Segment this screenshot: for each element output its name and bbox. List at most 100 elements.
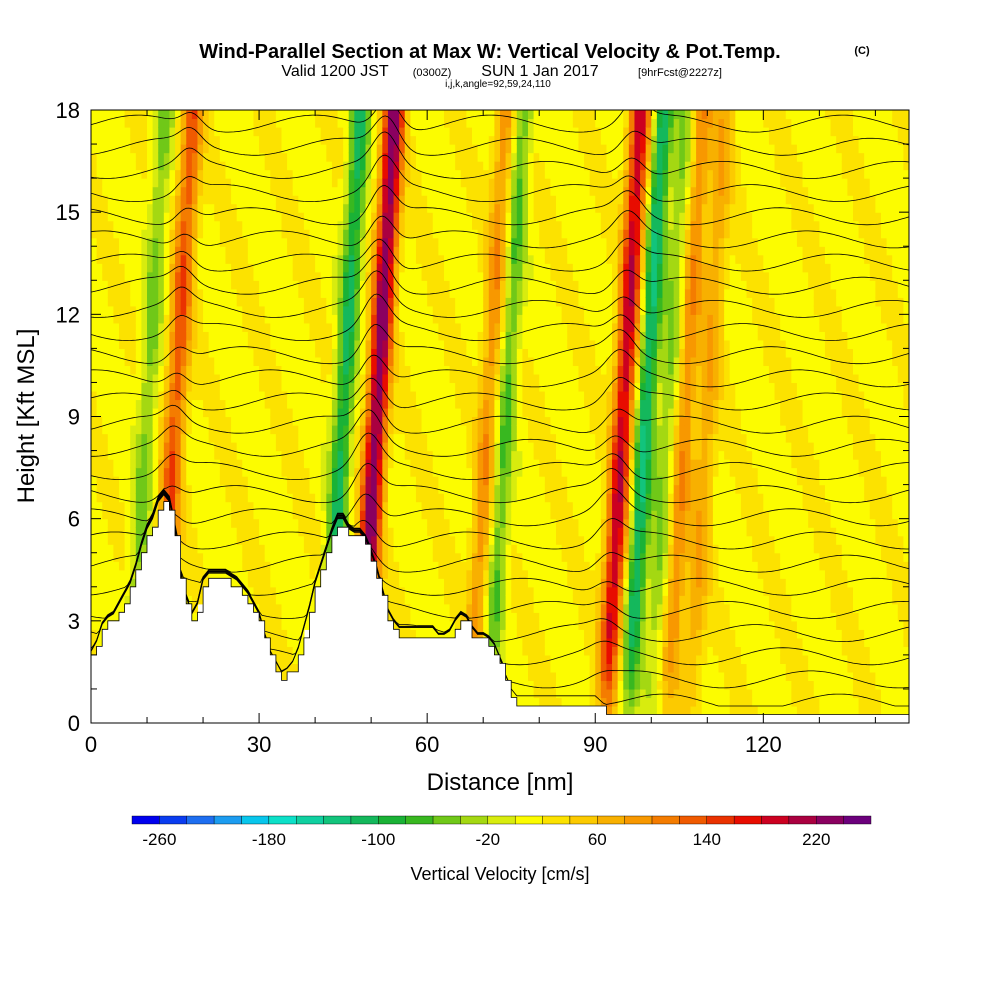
velocity-cell bbox=[102, 399, 109, 409]
velocity-cell bbox=[432, 603, 439, 613]
velocity-cell bbox=[505, 433, 512, 443]
velocity-cell bbox=[522, 135, 529, 145]
velocity-cell bbox=[315, 118, 322, 128]
velocity-cell bbox=[259, 118, 266, 128]
velocity-cell bbox=[443, 527, 451, 537]
velocity-cell bbox=[130, 544, 137, 554]
velocity-cell bbox=[432, 527, 439, 537]
velocity-cell bbox=[191, 365, 199, 375]
velocity-cell bbox=[298, 212, 305, 222]
velocity-cell bbox=[186, 339, 193, 349]
velocity-cell bbox=[331, 331, 339, 341]
velocity-cell bbox=[303, 203, 311, 213]
velocity-cell bbox=[175, 127, 182, 137]
velocity-cell bbox=[186, 373, 193, 384]
velocity-cell bbox=[415, 467, 423, 477]
velocity-cell bbox=[236, 280, 243, 290]
velocity-cell bbox=[163, 348, 171, 358]
velocity-cell bbox=[298, 373, 305, 384]
velocity-cell bbox=[516, 535, 524, 545]
velocity-cell bbox=[135, 399, 143, 409]
velocity-cell bbox=[404, 373, 411, 384]
velocity-cell bbox=[488, 280, 495, 290]
velocity-cell bbox=[438, 348, 445, 358]
velocity-cell bbox=[410, 527, 417, 537]
velocity-cell bbox=[421, 169, 428, 179]
velocity-cell bbox=[180, 527, 187, 537]
velocity-cell bbox=[393, 459, 400, 469]
velocity-cell bbox=[113, 110, 120, 120]
velocity-cell bbox=[91, 118, 98, 128]
velocity-cell bbox=[432, 612, 439, 622]
velocity-cell bbox=[399, 365, 406, 375]
velocity-cell bbox=[393, 578, 400, 588]
velocity-cell bbox=[505, 152, 512, 162]
velocity-cell bbox=[96, 442, 103, 452]
velocity-cell bbox=[158, 229, 165, 239]
velocity-cell bbox=[443, 288, 451, 298]
velocity-cell bbox=[107, 339, 115, 349]
velocity-cell bbox=[382, 246, 389, 256]
velocity-cell bbox=[455, 195, 462, 205]
velocity-cell bbox=[96, 203, 103, 213]
velocity-cell bbox=[175, 348, 182, 358]
velocity-cell bbox=[533, 680, 540, 690]
velocity-cell bbox=[522, 646, 529, 656]
velocity-cell bbox=[438, 467, 445, 477]
velocity-cell bbox=[287, 569, 294, 579]
velocity-cell bbox=[359, 459, 367, 469]
velocity-cell bbox=[264, 110, 271, 120]
velocity-cell bbox=[343, 331, 350, 341]
velocity-cell bbox=[488, 254, 495, 264]
velocity-cell bbox=[197, 339, 204, 349]
velocity-cell bbox=[359, 348, 367, 358]
velocity-cell bbox=[231, 476, 238, 486]
velocity-cell bbox=[281, 586, 288, 596]
velocity-cell bbox=[466, 314, 473, 324]
velocity-cell bbox=[169, 484, 176, 494]
velocity-cell bbox=[528, 178, 535, 188]
velocity-cell bbox=[494, 544, 501, 554]
velocity-cell bbox=[539, 450, 546, 460]
velocity-cell bbox=[124, 493, 131, 503]
velocity-cell bbox=[348, 186, 355, 196]
velocity-cell bbox=[264, 620, 271, 630]
velocity-cell bbox=[158, 195, 165, 205]
velocity-cell bbox=[163, 390, 171, 401]
velocity-cell bbox=[494, 510, 501, 520]
velocity-cell bbox=[253, 110, 260, 120]
velocity-cell bbox=[550, 339, 557, 349]
velocity-cell bbox=[337, 339, 344, 349]
velocity-cell bbox=[259, 569, 266, 579]
velocity-cell bbox=[371, 322, 378, 332]
velocity-cell bbox=[298, 127, 305, 137]
velocity-cell bbox=[488, 161, 495, 171]
velocity-cell bbox=[96, 433, 103, 443]
velocity-cell bbox=[197, 127, 204, 137]
velocity-cell bbox=[180, 518, 187, 528]
velocity-cell bbox=[180, 535, 187, 545]
velocity-cell bbox=[158, 425, 165, 435]
subtitle-valid: Valid 1200 JST bbox=[281, 63, 389, 80]
velocity-cell bbox=[348, 152, 355, 162]
velocity-cell bbox=[427, 339, 434, 349]
velocity-cell bbox=[522, 697, 529, 707]
velocity-cell bbox=[371, 373, 378, 384]
velocity-cell bbox=[320, 263, 327, 273]
velocity-cell bbox=[471, 356, 479, 367]
velocity-cell bbox=[259, 501, 266, 511]
velocity-cell bbox=[544, 390, 552, 401]
velocity-cell bbox=[359, 118, 367, 128]
velocity-cell bbox=[404, 407, 411, 418]
velocity-cell bbox=[298, 220, 305, 230]
velocity-cell bbox=[102, 118, 109, 128]
velocity-cell bbox=[427, 135, 434, 145]
velocity-cell bbox=[399, 246, 406, 256]
velocity-cell bbox=[259, 373, 266, 384]
velocity-cell bbox=[180, 390, 187, 401]
velocity-cell bbox=[259, 586, 266, 596]
velocity-cell bbox=[471, 322, 479, 332]
velocity-cell bbox=[191, 237, 199, 247]
velocity-cell bbox=[393, 237, 400, 247]
velocity-cell bbox=[208, 195, 215, 205]
